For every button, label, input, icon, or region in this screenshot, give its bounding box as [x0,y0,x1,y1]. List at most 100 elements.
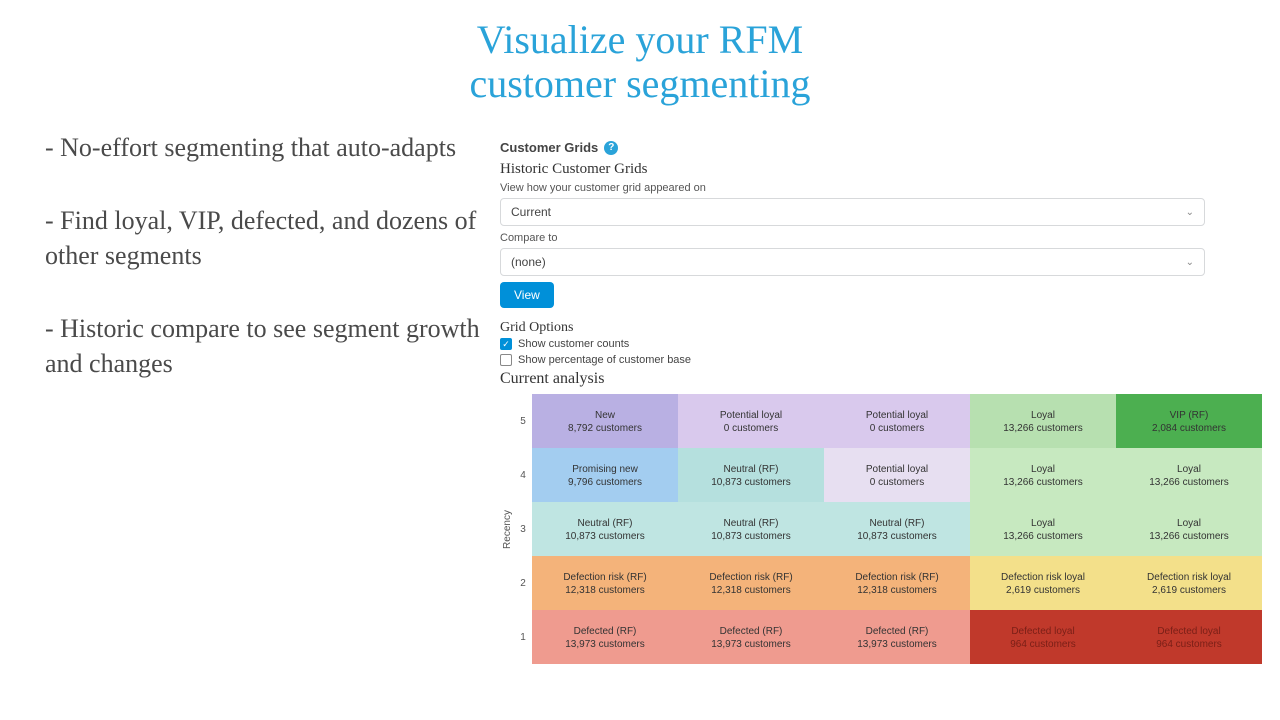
body: - No-effort segmenting that auto-adapts … [0,120,1280,720]
y-tick: 2 [514,556,532,610]
headline-line2: customer segmenting [0,62,1280,106]
segment-count: 0 customers [870,423,924,434]
segment-count: 10,873 customers [711,477,791,488]
grid-cell[interactable]: Neutral (RF) 10,873 customers [532,502,678,556]
grid-row: Promising new9,796 customersNeutral (RF)… [532,448,1262,502]
grid-cell[interactable]: Loyal 13,266 customers [1116,448,1262,502]
chevron-down-icon: ⌄ [1186,207,1194,218]
segment-name: Defected loyal [1157,626,1220,637]
segment-name: Potential loyal [720,410,782,421]
segment-name: Defected (RF) [866,626,929,637]
segment-count: 10,873 customers [857,531,937,542]
grid-cell[interactable]: Potential loyal 0 customers [824,448,970,502]
segment-name: Loyal [1031,410,1055,421]
page: Visualize your RFM customer segmenting -… [0,0,1280,720]
grid-cell[interactable]: Loyal13,266 customers [970,448,1116,502]
segment-count: 12,318 customers [565,585,645,596]
grid-cell[interactable]: Loyal 13,266 customers [1116,502,1262,556]
checkbox-icon [500,354,512,366]
grid-cell[interactable]: Defection risk loyal 2,619 customers [970,556,1116,610]
panel-title: Customer Grids [500,140,598,155]
grid-cell[interactable]: Defection risk (RF)12,318 customers [532,556,678,610]
grid-cell[interactable]: Defection risk loyal2,619 customers [1116,556,1262,610]
grid-cell[interactable]: Neutral (RF) 10,873 customers [678,502,824,556]
help-icon[interactable]: ? [604,141,618,155]
grid-cell[interactable]: Loyal13,266 customers [970,502,1116,556]
checkbox-icon: ✓ [500,338,512,350]
grid-cell[interactable]: Defection risk (RF)12,318 customers [678,556,824,610]
segment-name: Defected loyal [1011,626,1074,637]
compare-select[interactable]: (none) ⌄ [500,248,1205,276]
grid-cell[interactable]: Promising new9,796 customers [532,448,678,502]
grid-cell[interactable]: Potential loyal 0 customers [678,394,824,448]
segment-name: Promising new [572,464,638,475]
segment-count: 2,619 customers [1006,585,1080,596]
y-axis-title-text: Recency [502,510,513,549]
chevron-down-icon: ⌄ [1186,257,1194,268]
grid-cell[interactable]: Defected (RF) 13,973 customers [824,610,970,664]
grid-row: Neutral (RF)10,873 customersNeutral (RF)… [532,502,1262,556]
segment-name: Potential loyal [866,464,928,475]
segment-name: Neutral (RF) [577,518,632,529]
segment-count: 0 customers [870,477,924,488]
segment-count: 8,792 customers [568,423,642,434]
grid-cell[interactable]: Defected loyal964 customers [1116,610,1262,664]
current-analysis-heading: Current analysis [500,368,1262,394]
segment-count: 13,973 customers [857,639,937,650]
grid-cell[interactable]: VIP (RF)2,084 customers [1116,394,1262,448]
grid-options-heading: Grid Options [500,318,1262,336]
grid-row: Defection risk (RF)12,318 customersDefec… [532,556,1262,610]
grid-cell[interactable]: Defection risk (RF)12,318 customers [824,556,970,610]
segment-count: 10,873 customers [711,531,791,542]
segment-name: Neutral (RF) [869,518,924,529]
panel-title-row: Customer Grids ? [500,120,1262,161]
view-button[interactable]: View [500,282,554,308]
segment-count: 0 customers [724,423,778,434]
grid-cell[interactable]: Neutral (RF) 10,873 customers [824,502,970,556]
y-tick: 4 [514,448,532,502]
bullet-3: - Historic compare to see segment growth… [45,311,480,381]
segment-count: 13,266 customers [1149,477,1229,488]
segment-count: 12,318 customers [857,585,937,596]
grid-cell[interactable]: Loyal 13,266 customers [970,394,1116,448]
grid-cell[interactable]: New 8,792 customers [532,394,678,448]
opt-show-percentage[interactable]: Show percentage of customer base [500,352,1262,368]
feature-bullets: - No-effort segmenting that auto-adapts … [0,120,500,720]
segment-name: New [595,410,615,421]
segment-count: 964 customers [1010,639,1076,650]
segment-count: 13,266 customers [1003,477,1083,488]
segment-name: Loyal [1177,464,1201,475]
date-select[interactable]: Current ⌄ [500,198,1205,226]
segment-name: Loyal [1177,518,1201,529]
y-axis-ticks: 54321 [514,394,532,664]
compare-select-value: (none) [511,255,546,269]
grid-cell[interactable]: Defected loyal 964 customers [970,610,1116,664]
opt-show-counts-label: Show customer counts [518,338,629,350]
historic-grids-hint: View how your customer grid appeared on [500,182,1262,198]
segment-name: Neutral (RF) [723,464,778,475]
grid-row: Defected (RF) 13,973 customers Defected (R… [532,610,1262,664]
bullet-1: - No-effort segmenting that auto-adapts [45,130,480,165]
segment-name: Neutral (RF) [723,518,778,529]
grid-cell[interactable]: Defected (RF) 13,973 customers [678,610,824,664]
segment-count: 13,266 customers [1003,423,1083,434]
y-tick: 1 [514,610,532,664]
segment-count: 13,266 customers [1149,531,1229,542]
segment-name: Defection risk loyal [1147,572,1231,583]
opt-show-counts[interactable]: ✓ Show customer counts [500,336,1262,352]
y-tick: 3 [514,502,532,556]
segment-count: 13,973 customers [711,639,791,650]
grid-cell[interactable]: Neutral (RF) 10,873 customers [678,448,824,502]
screenshot-panel: Customer Grids ? Historic Customer Grids… [500,120,1280,720]
segment-count: 12,318 customers [711,585,791,596]
opt-show-percentage-label: Show percentage of customer base [518,354,691,366]
segment-count: 2,084 customers [1152,423,1226,434]
segment-count: 10,873 customers [565,531,645,542]
grid-cell[interactable]: Defected (RF)13,973 customers [532,610,678,664]
grid-cell[interactable]: Potential loyal0 customers [824,394,970,448]
y-axis-title: Recency [500,394,514,664]
segment-name: Defected (RF) [720,626,783,637]
date-select-value: Current [511,205,551,219]
historic-grids-heading: Historic Customer Grids [500,161,1262,182]
segment-name: Defection risk loyal [1001,572,1085,583]
